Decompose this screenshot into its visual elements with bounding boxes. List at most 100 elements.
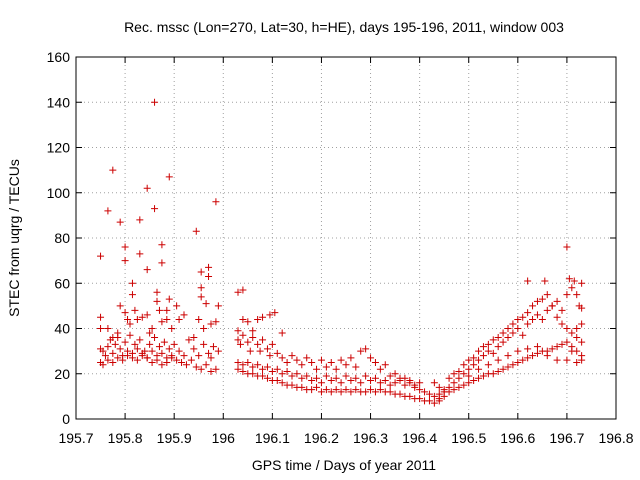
data-point: [109, 358, 117, 366]
data-point: [317, 379, 325, 387]
x-tick-label: 195.8: [108, 430, 143, 446]
data-point: [209, 343, 217, 351]
axis-ticks: [75, 56, 617, 420]
data-point: [494, 356, 502, 364]
data-point: [479, 343, 487, 351]
data-point: [175, 315, 183, 323]
data-point: [440, 392, 448, 400]
data-point: [114, 334, 122, 342]
data-point: [133, 315, 141, 323]
data-point: [214, 347, 222, 355]
data-point: [484, 347, 492, 355]
data-point: [455, 383, 463, 391]
data-point: [197, 365, 205, 373]
data-point: [207, 367, 215, 375]
data-point: [104, 325, 112, 332]
data-point: [514, 358, 522, 366]
data-point: [197, 284, 205, 292]
data-point: [455, 367, 463, 375]
data-point: [465, 379, 473, 387]
data-point: [187, 356, 195, 364]
data-point: [273, 349, 281, 357]
data-point: [553, 356, 561, 364]
y-tick-label: 140: [47, 94, 71, 110]
data-point: [197, 293, 205, 301]
data-point: [509, 320, 517, 328]
data-point: [97, 313, 105, 321]
data-point: [278, 370, 286, 378]
data-point: [573, 291, 581, 299]
data-point: [158, 259, 166, 267]
data-point: [298, 374, 306, 382]
data-point: [133, 345, 141, 353]
y-tick-labels: 0 20 40 60 80 100 120 140 160: [47, 49, 71, 427]
data-point: [180, 352, 188, 360]
x-tick-label: 196: [212, 430, 236, 446]
data-point: [514, 347, 522, 355]
y-tick-label: 160: [47, 49, 71, 65]
data-point: [192, 363, 200, 371]
data-point: [479, 372, 487, 380]
data-point: [573, 325, 581, 332]
x-tick-labels: 195.7 195.8 195.9 196 196.1 196.2 196.3 196.4 19…: [58, 430, 633, 446]
y-tick-label: 120: [47, 140, 71, 156]
data-point: [563, 325, 571, 332]
data-point: [421, 388, 429, 396]
data-point: [578, 320, 586, 328]
data-point: [104, 356, 112, 364]
data-point: [165, 295, 173, 303]
data-point: [529, 352, 537, 360]
data-point: [362, 388, 370, 396]
data-point: [202, 300, 210, 308]
data-point: [376, 386, 384, 394]
x-tick-label: 196.1: [255, 430, 290, 446]
data-point: [386, 388, 394, 396]
data-point: [504, 334, 512, 342]
data-point: [278, 354, 286, 362]
y-tick-label: 40: [54, 321, 70, 337]
data-point: [352, 386, 360, 394]
data-point: [362, 345, 370, 353]
data-point: [263, 363, 271, 371]
data-point: [322, 372, 330, 380]
data-point: [406, 379, 414, 387]
data-point: [308, 358, 316, 366]
data-point: [173, 302, 181, 310]
data-point: [322, 363, 330, 371]
data-point: [342, 361, 350, 369]
data-point: [236, 340, 244, 348]
data-point: [573, 334, 581, 342]
grid-lines: [76, 57, 616, 419]
data-point: [337, 379, 345, 387]
data-point: [273, 377, 281, 385]
data-point: [484, 340, 492, 348]
data-point: [239, 361, 247, 369]
data-point: [234, 288, 242, 296]
data-point: [182, 361, 190, 369]
data-point: [489, 336, 497, 344]
data-point: [524, 309, 532, 317]
data-point: [128, 354, 136, 362]
data-point: [509, 329, 517, 337]
data-point: [178, 358, 186, 366]
data-point: [163, 306, 171, 314]
data-point: [519, 331, 527, 339]
data-point: [543, 291, 551, 299]
data-point: [386, 381, 394, 389]
data-point: [104, 207, 112, 215]
data-point: [317, 388, 325, 396]
data-point: [563, 243, 571, 251]
data-point: [381, 377, 389, 385]
data-point: [465, 365, 473, 373]
data-point: [440, 386, 448, 394]
data-point: [293, 370, 301, 378]
y-tick-label: 80: [54, 230, 70, 246]
data-point: [151, 98, 159, 106]
data-point: [342, 386, 350, 394]
data-point: [371, 374, 379, 382]
data-point: [239, 331, 247, 339]
data-point: [133, 356, 141, 364]
data-point: [170, 340, 178, 348]
data-point: [470, 377, 478, 385]
data-point: [244, 358, 252, 366]
